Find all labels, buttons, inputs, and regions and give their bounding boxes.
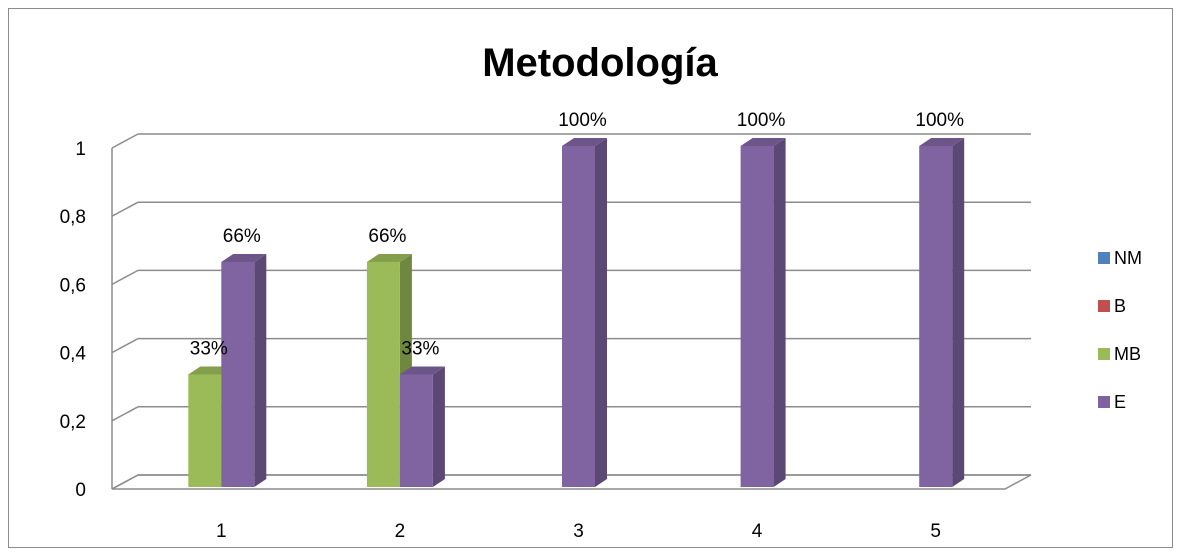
y-tick-label: 0,8 — [60, 207, 86, 228]
bar-top — [399, 366, 445, 375]
y-tick-label: 0,6 — [60, 275, 86, 296]
legend-label: B — [1114, 296, 1126, 316]
legend-swatch — [1098, 252, 1110, 264]
bar-top — [740, 138, 786, 146]
x-tick-label: 4 — [752, 521, 763, 542]
chart-title: Metodología — [482, 41, 718, 85]
legend: NM B MB E — [1098, 248, 1142, 412]
gridline-slant — [111, 269, 139, 286]
legend-swatch — [1098, 348, 1110, 360]
legend-label: E — [1114, 392, 1126, 412]
data-label: 100% — [915, 110, 964, 131]
data-label: 100% — [737, 110, 786, 131]
gridline-slant — [111, 201, 139, 217]
bar-top — [221, 253, 267, 262]
data-label: 33% — [401, 338, 439, 359]
bar-side — [595, 138, 607, 487]
bar — [740, 146, 774, 487]
bar-side — [254, 253, 267, 487]
gridline-slant — [111, 406, 139, 422]
y-tick-label: 1 — [75, 139, 86, 160]
data-label: 100% — [558, 110, 607, 131]
bar-top — [366, 253, 412, 262]
x-tick-label: 3 — [573, 521, 584, 542]
bars — [188, 138, 965, 487]
floor — [111, 474, 1032, 490]
legend-swatch — [1098, 300, 1110, 312]
bar-side — [432, 366, 445, 487]
legend-swatch — [1098, 396, 1110, 408]
data-labels: 33% 66% 66% 33% 100% 100% 100% — [190, 110, 964, 359]
x-tick-label: 1 — [216, 521, 227, 542]
data-label: 66% — [223, 226, 261, 247]
axes: 0 0,2 0,4 0,6 0,8 1 1 2 3 4 5 — [60, 139, 941, 542]
bar-top — [919, 138, 965, 146]
y-tick-label: 0,2 — [60, 412, 86, 433]
bar — [562, 146, 595, 487]
legend-label: NM — [1114, 248, 1142, 268]
bar-side — [773, 138, 786, 487]
x-tick-label: 2 — [395, 521, 406, 542]
bar-top — [562, 138, 607, 146]
bar — [221, 261, 255, 487]
bar — [188, 374, 222, 487]
bar-side — [952, 138, 965, 487]
bar — [366, 261, 400, 487]
gridline-slant — [111, 337, 139, 354]
data-label: 33% — [190, 338, 228, 359]
gridline-slant — [111, 133, 139, 149]
legend-label: MB — [1114, 344, 1141, 364]
y-tick-label: 0,4 — [60, 344, 87, 365]
data-label: 66% — [368, 226, 406, 247]
x-tick-label: 5 — [930, 521, 941, 542]
bar — [399, 374, 433, 487]
bar — [919, 146, 953, 487]
y-tick-label: 0 — [75, 480, 86, 501]
